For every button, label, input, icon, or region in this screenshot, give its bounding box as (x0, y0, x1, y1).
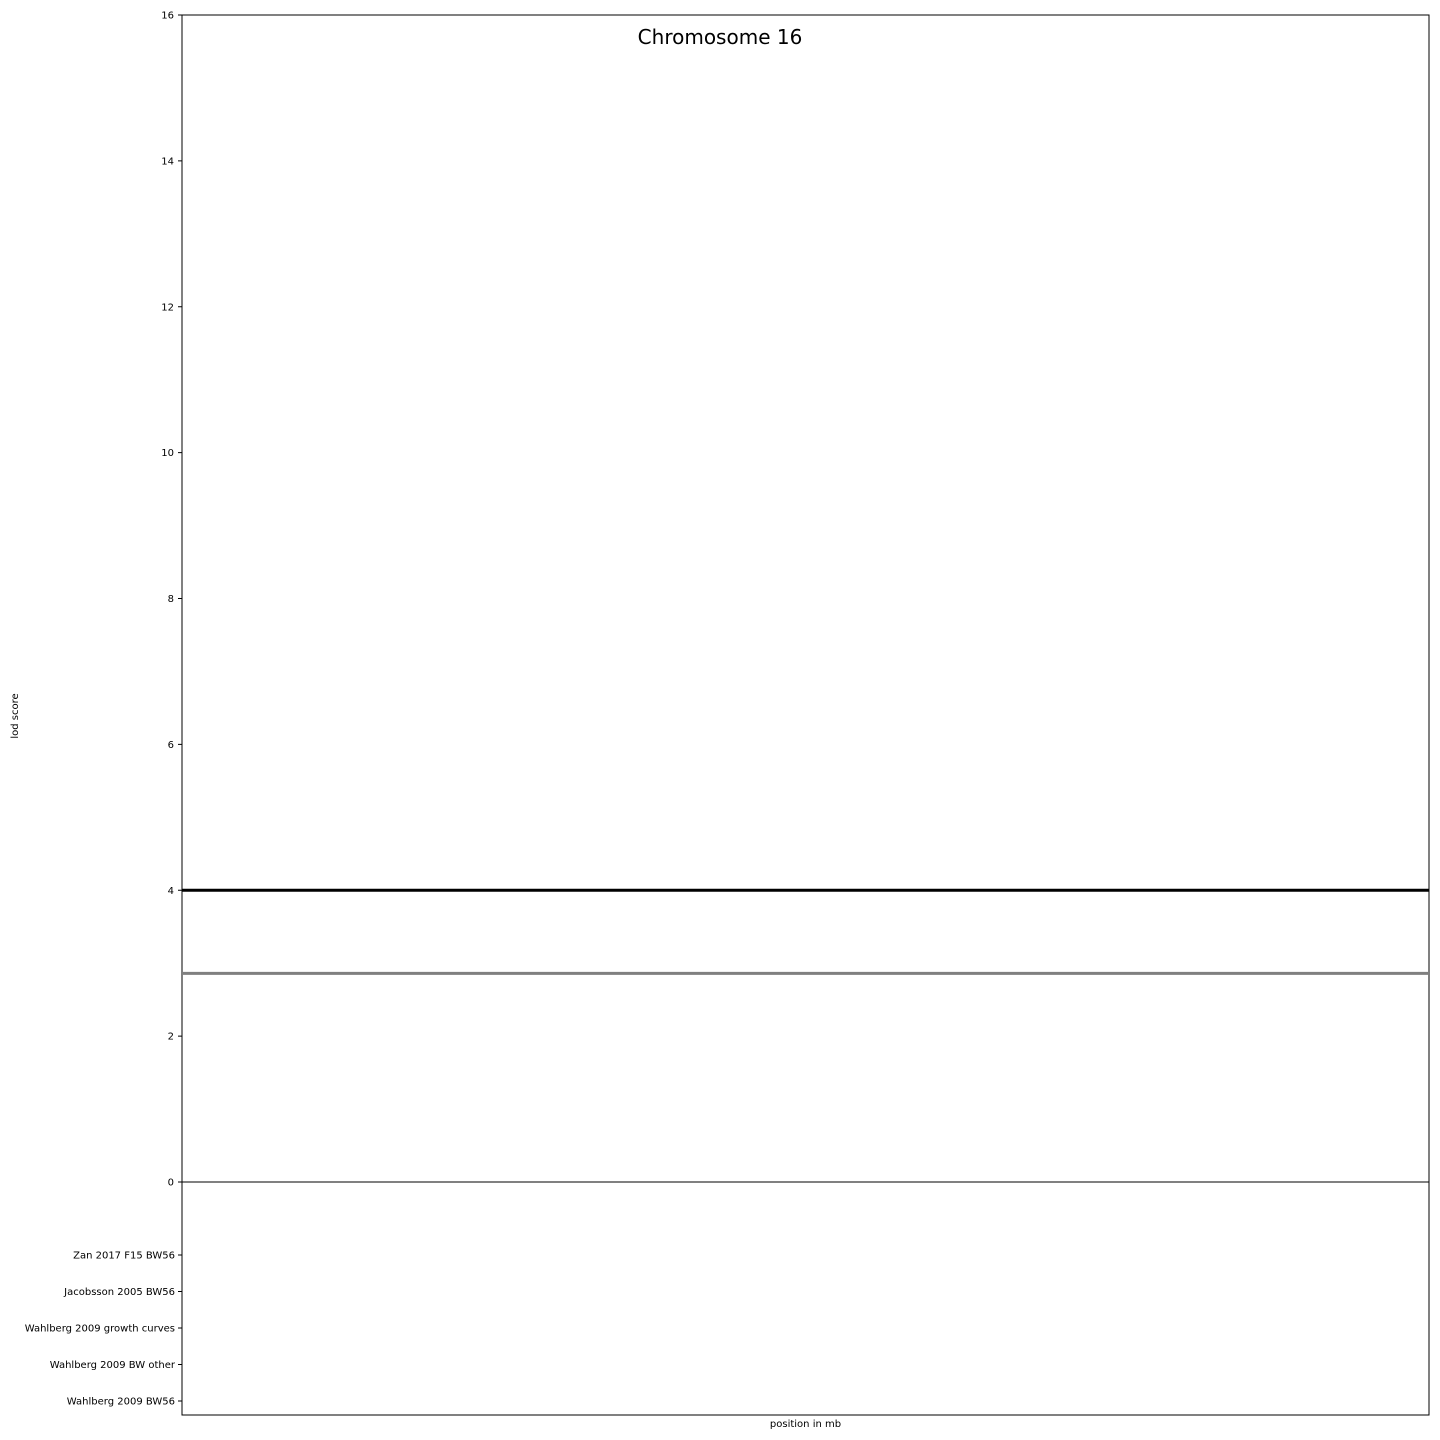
study-track-label: Jacobsson 2005 BW56 (63, 1287, 175, 1298)
study-track-label: Wahlberg 2009 BW56 (67, 1397, 175, 1408)
study-track-label: Wahlberg 2009 growth curves (25, 1324, 175, 1335)
y-tick-label: 16 (161, 11, 174, 22)
y-tick-label: 0 (168, 1178, 174, 1189)
plot-area (181, 14, 1430, 1416)
threshold-lines (182, 888, 1429, 975)
study-track-label: Wahlberg 2009 BW other (50, 1360, 176, 1371)
y-tick-label: 4 (168, 886, 174, 897)
y-tick-label: 12 (161, 302, 174, 313)
study-tracks: Zan 2017 F15 BW56 Jacobsson 2005 BW56 Wahl… (25, 1251, 182, 1408)
y-tick-label: 2 (168, 1032, 174, 1043)
chart-title: Chromosome 16 (638, 25, 803, 49)
y-axis-ticks: 0 2 4 6 8 10 12 14 16 (161, 11, 182, 1189)
x-axis-label: position in mb (770, 1419, 841, 1430)
plot-frame (181, 14, 1430, 1416)
study-track-label: Zan 2017 F15 BW56 (73, 1251, 175, 1262)
y-axis-label: lod score (10, 693, 21, 738)
y-tick-label: 8 (168, 594, 174, 605)
y-tick-label: 6 (168, 740, 174, 751)
y-tick-label: 10 (161, 448, 174, 459)
y-tick-label: 14 (161, 156, 174, 167)
